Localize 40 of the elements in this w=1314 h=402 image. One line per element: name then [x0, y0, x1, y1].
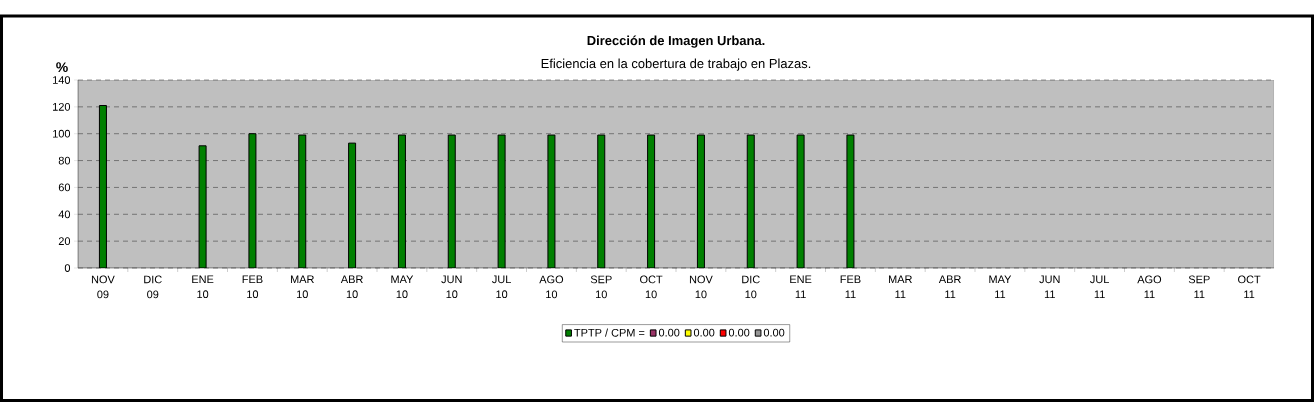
x-tick-label: NOV 10: [689, 275, 713, 299]
x-tick-label: MAR 10: [290, 275, 314, 299]
x-tick-label: DIC 09: [144, 275, 162, 299]
x-tick-label: ABR 11: [938, 275, 961, 298]
x-tick-label: MAY 11: [989, 275, 1012, 298]
x-tick-label: ENE 10: [192, 275, 214, 299]
x-tick-label: JUL 10: [492, 275, 511, 299]
x-tick-label: NOV 09: [91, 275, 115, 299]
chart-subtitle: Eficiencia en la cobertura de trabajo en Plazas.: [541, 58, 811, 71]
legend-label: 0.00: [658, 328, 680, 337]
x-tick-label: MAR 11: [888, 275, 912, 298]
legend-label: 0.00: [693, 328, 715, 337]
x-tick-label: SEP 10: [590, 275, 612, 299]
y-tick-label: 20: [58, 237, 71, 246]
y-axis-title: %: [56, 62, 68, 73]
x-tick-label: JUN 11: [1039, 275, 1060, 298]
x-tick-label: OCT 11: [1238, 275, 1261, 299]
x-tick-label: ENE 11: [790, 275, 812, 298]
chart-title: Dirección de Imagen Urbana.: [587, 35, 765, 48]
x-tick-label: DIC 10: [742, 275, 760, 299]
y-tick-label: 100: [53, 129, 71, 138]
x-tick-label: MAY 10: [391, 275, 414, 299]
x-tick-label: FEB 10: [242, 275, 263, 299]
x-tick-label: OCT 10: [640, 275, 663, 299]
x-tick-label: AGO 10: [539, 275, 564, 299]
y-tick-label: 140: [53, 76, 71, 84]
y-tick-label: 60: [58, 183, 71, 192]
x-tick-label: AGO 11: [1137, 275, 1162, 299]
y-tick-label: 40: [58, 210, 71, 219]
legend-label: 0.00: [763, 328, 785, 337]
x-tick-label: JUN 10: [441, 275, 462, 299]
x-tick-label: SEP 11: [1188, 275, 1210, 299]
x-tick-label: ABR 10: [340, 275, 363, 299]
y-tick-label: 120: [53, 102, 71, 111]
x-tick-label: JUL 11: [1090, 275, 1109, 298]
legend-label: TPTP / CPM =: [574, 328, 645, 337]
legend-label: 0.00: [728, 328, 750, 337]
y-tick-label: 80: [58, 156, 71, 165]
x-tick-label: FEB 11: [840, 275, 861, 298]
y-tick-label: 0: [64, 264, 71, 272]
